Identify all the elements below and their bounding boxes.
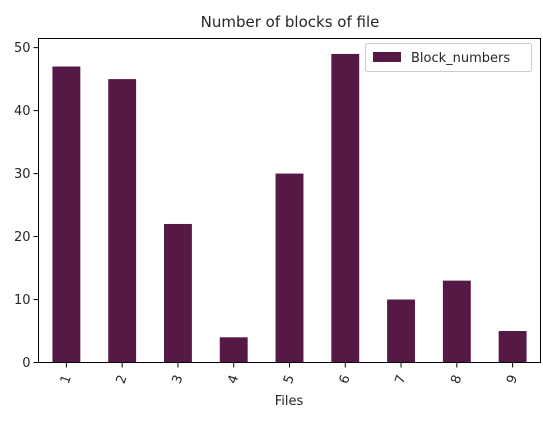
x-tick-label-8: 8 xyxy=(448,373,465,386)
bar-file-2 xyxy=(108,79,137,363)
x-tick-label-9: 9 xyxy=(504,373,521,386)
x-tick-label-6: 6 xyxy=(337,373,354,386)
y-tick-label: 10 xyxy=(14,293,31,308)
bar-file-9 xyxy=(498,331,527,363)
x-tick-label-7: 7 xyxy=(393,373,410,386)
legend-label: Block_numbers xyxy=(411,51,510,66)
y-axis: 0 10 20 30 40 50 xyxy=(14,41,39,371)
y-tick-label: 20 xyxy=(14,230,31,245)
y-tick-label: 40 xyxy=(14,104,31,119)
y-tick-label: 30 xyxy=(14,167,31,182)
bar-file-8 xyxy=(442,280,471,363)
x-tick-label-2: 2 xyxy=(114,373,131,386)
chart-title: Number of blocks of file xyxy=(201,13,380,31)
y-tick-label: 50 xyxy=(14,41,31,56)
plot-frame xyxy=(38,38,541,363)
x-tick-label-5: 5 xyxy=(281,373,298,386)
bar-file-4 xyxy=(219,337,248,363)
x-axis-label: Files xyxy=(275,394,304,409)
bar-file-7 xyxy=(387,299,415,363)
bar-file-3 xyxy=(164,223,192,363)
bars-group xyxy=(52,53,527,363)
bar-file-5 xyxy=(275,173,304,363)
legend-swatch xyxy=(373,52,401,62)
y-tick-label: 0 xyxy=(22,356,30,371)
x-tick-label-3: 3 xyxy=(169,373,186,386)
x-axis: 1 2 3 4 5 6 7 8 9 xyxy=(58,362,521,386)
legend-box xyxy=(365,43,532,72)
x-tick-label-1: 1 xyxy=(58,373,75,386)
bar-file-1 xyxy=(52,66,81,363)
x-tick-label-4: 4 xyxy=(225,373,242,386)
bar-file-6 xyxy=(331,53,360,363)
legend: Block_numbers xyxy=(365,43,532,72)
